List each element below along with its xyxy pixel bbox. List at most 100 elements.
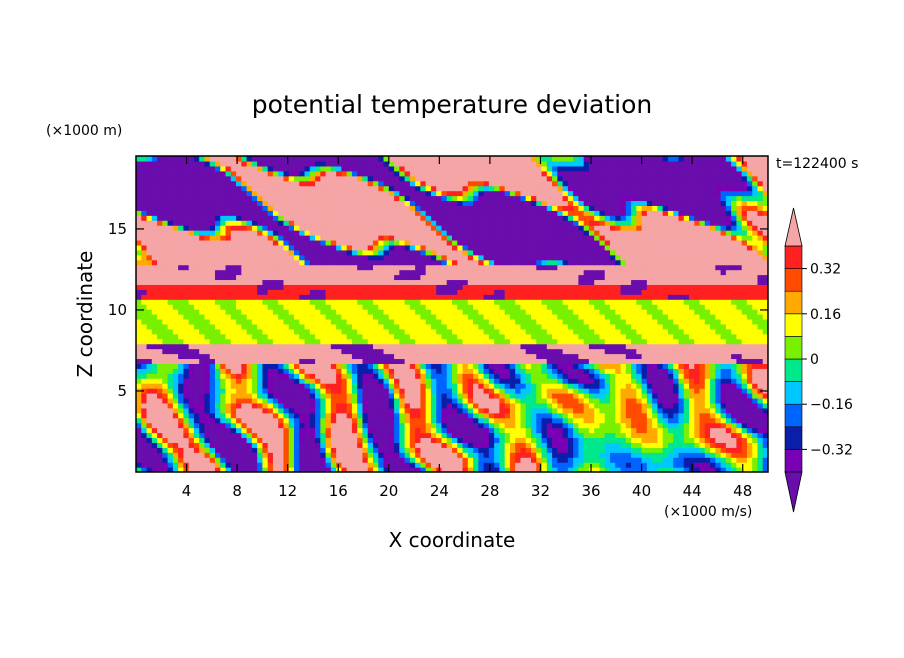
heatmap-cell — [673, 294, 680, 300]
heatmap-cell — [573, 388, 579, 394]
heatmap-cell — [357, 437, 364, 443]
heatmap-cell — [599, 383, 606, 389]
heatmap-cell — [425, 328, 432, 335]
heatmap-cell — [199, 363, 206, 369]
heatmap-cell — [699, 353, 706, 360]
heatmap-cell — [746, 358, 753, 364]
heatmap-cell — [752, 304, 759, 310]
heatmap-cell — [625, 462, 632, 468]
heatmap-cell — [615, 407, 622, 414]
heatmap-cell — [757, 343, 764, 350]
heatmap-cell — [736, 328, 743, 335]
heatmap-cell — [741, 353, 748, 360]
heatmap-cell — [362, 363, 369, 369]
heatmap-cell — [188, 269, 195, 276]
heatmap-cell — [367, 279, 374, 285]
heatmap-cell — [715, 437, 722, 443]
heatmap-cell — [662, 393, 669, 399]
heatmap-cell — [378, 393, 385, 399]
heatmap-cell — [162, 269, 169, 276]
heatmap-cell — [699, 417, 706, 424]
heatmap-cell — [494, 338, 500, 345]
heatmap-cell — [515, 314, 522, 320]
heatmap-cell — [467, 447, 474, 453]
heatmap-cell — [546, 279, 553, 285]
heatmap-cell — [631, 304, 637, 310]
heatmap-cell — [283, 343, 290, 350]
heatmap-cell — [320, 358, 327, 364]
heatmap-cell — [710, 318, 716, 325]
heatmap-cell — [283, 363, 290, 369]
heatmap-cell — [209, 437, 216, 443]
heatmap-cell — [262, 318, 269, 325]
heatmap-cell — [336, 388, 342, 394]
heatmap-cell — [367, 462, 374, 468]
heatmap-cell — [378, 299, 385, 305]
heatmap-cell — [699, 378, 706, 384]
heatmap-cell — [457, 407, 464, 414]
heatmap-cell — [762, 427, 768, 434]
heatmap-cell — [536, 348, 543, 355]
heatmap-cell — [230, 309, 237, 315]
heatmap-cell — [325, 407, 332, 414]
heatmap-cell — [394, 417, 400, 424]
heatmap-cell — [699, 289, 706, 295]
heatmap-cell — [146, 397, 153, 404]
heatmap-cell — [193, 358, 200, 364]
heatmap-cell — [488, 393, 495, 399]
heatmap-cell — [193, 442, 200, 448]
heatmap-cell — [752, 383, 759, 389]
heatmap-cell — [699, 284, 706, 290]
heatmap-cell — [610, 373, 616, 379]
heatmap-cell — [278, 294, 285, 300]
heatmap-cell — [683, 318, 690, 325]
heatmap-cell — [588, 393, 595, 399]
heatmap-cell — [594, 447, 601, 453]
heatmap-cell — [715, 333, 722, 340]
heatmap-cell — [230, 402, 237, 409]
heatmap-cell — [283, 358, 290, 364]
heatmap-cell — [757, 437, 764, 443]
heatmap-cell — [362, 427, 369, 434]
heatmap-cell — [257, 383, 263, 389]
heatmap-cell — [146, 274, 153, 281]
heatmap-cell — [720, 318, 727, 325]
heatmap-cell — [383, 269, 390, 276]
heatmap-cell — [509, 314, 516, 320]
heatmap-cell — [346, 462, 353, 468]
heatmap-cell — [420, 318, 427, 325]
heatmap-cell — [430, 452, 437, 458]
heatmap-cell — [736, 274, 743, 281]
heatmap-cell — [425, 274, 432, 281]
heatmap-cell — [225, 467, 232, 472]
heatmap-cell — [667, 353, 674, 360]
heatmap-cell — [157, 318, 163, 325]
heatmap-cell — [373, 333, 379, 340]
heatmap-cell — [246, 328, 253, 335]
heatmap-cell — [388, 289, 395, 295]
heatmap-cell — [673, 299, 680, 305]
heatmap-cell — [409, 328, 416, 335]
heatmap-cell — [425, 318, 432, 325]
heatmap-cell — [215, 328, 221, 335]
heatmap-cell — [420, 284, 427, 290]
heatmap-cell — [341, 318, 348, 325]
heatmap-cell — [315, 388, 321, 394]
heatmap-cell — [304, 269, 311, 276]
heatmap-cell — [136, 284, 142, 290]
heatmap-cell — [610, 363, 616, 369]
heatmap-cell — [420, 333, 427, 340]
heatmap-cell — [710, 422, 716, 429]
heatmap-cell — [304, 299, 311, 305]
heatmap-cell — [157, 432, 163, 439]
heatmap-cell — [315, 393, 321, 399]
heatmap-cell — [193, 422, 200, 429]
heatmap-cell — [694, 393, 701, 399]
heatmap-cell — [241, 378, 248, 384]
heatmap-cell — [704, 318, 711, 325]
heatmap-cell — [620, 289, 627, 295]
heatmap-cell — [588, 442, 595, 448]
heatmap-cell — [694, 397, 701, 404]
heatmap-cell — [678, 378, 685, 384]
heatmap-cell — [531, 318, 537, 325]
